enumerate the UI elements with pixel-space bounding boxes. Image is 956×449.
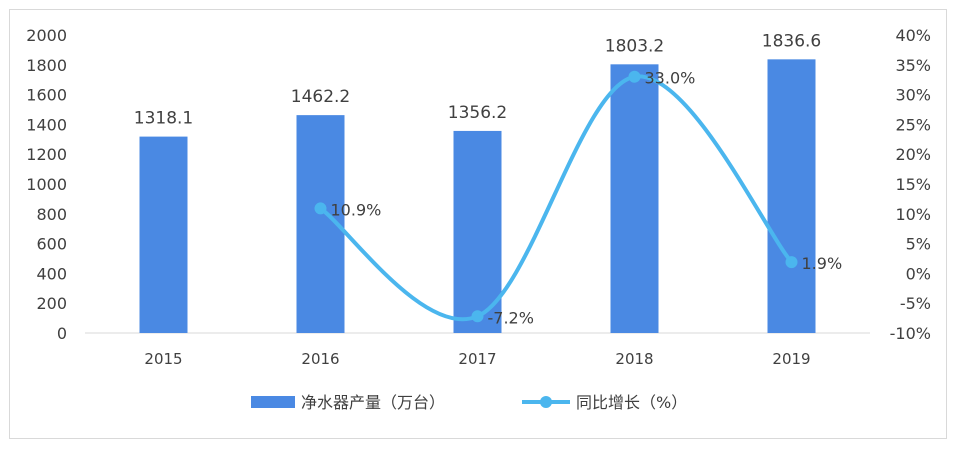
growth-line <box>318 74 794 321</box>
right-axis-tick-label: 35% <box>895 56 931 75</box>
x-axis-category-label: 2018 <box>615 350 653 368</box>
legend-bar-swatch <box>251 396 295 408</box>
right-axis-tick-label: 0% <box>906 264 931 283</box>
growth-data-label: 10.9% <box>331 200 382 219</box>
right-axis-tick-label: 25% <box>895 115 931 134</box>
bar-series <box>139 59 816 334</box>
growth-point <box>785 256 798 269</box>
bar-data-label: 1356.2 <box>448 103 507 123</box>
x-axis-category-label: 2015 <box>144 350 182 368</box>
right-axis-tick-label: 40% <box>895 26 931 45</box>
bar <box>453 130 502 333</box>
bar-data-label: 1318.1 <box>134 109 193 129</box>
growth-point <box>471 310 484 323</box>
x-axis-category-label: 2016 <box>301 350 339 368</box>
left-axis-tick-label: 1000 <box>26 175 67 194</box>
left-axis-tick-label: 800 <box>36 205 67 224</box>
bar-data-label: 1462.2 <box>291 87 350 107</box>
growth-data-label: 1.9% <box>802 254 843 273</box>
combo-chart: 0 200 400 600 800 1000 1200 1400 1600 1800 2000 -1… <box>26 26 931 412</box>
left-axis: 0 200 400 600 800 1000 1200 1400 1600 1800 2000 <box>26 26 67 343</box>
right-axis-tick-label: -10% <box>890 324 931 343</box>
legend-line-marker <box>540 396 552 408</box>
bar-data-label: 1836.6 <box>762 31 821 51</box>
legend: 净水器产量（万台） 同比增长（%） <box>251 393 687 412</box>
right-axis-tick-label: 20% <box>895 145 931 164</box>
growth-data-label: 33.0% <box>645 69 696 88</box>
right-axis: -10% -5% 0% 5% 10% 15% 20% 25% 30% 35% 40% <box>890 26 931 343</box>
right-axis-tick-label: 5% <box>906 235 931 254</box>
left-axis-tick-label: 0 <box>57 324 67 343</box>
legend-bar-label: 净水器产量（万台） <box>301 393 445 412</box>
x-axis-category-label: 2017 <box>458 350 496 368</box>
left-axis-tick-label: 1200 <box>26 145 67 164</box>
chart-frame: 0 200 400 600 800 1000 1200 1400 1600 1800 2000 -1… <box>9 9 947 439</box>
left-axis-tick-label: 400 <box>36 264 67 283</box>
x-axis-categories: 2015 2016 2017 2018 2019 <box>144 350 810 368</box>
growth-point <box>314 202 327 215</box>
left-axis-tick-label: 1400 <box>26 115 67 134</box>
left-axis-tick-label: 600 <box>36 235 67 254</box>
growth-point <box>628 70 641 83</box>
right-axis-tick-label: 15% <box>895 175 931 194</box>
left-axis-tick-label: 2000 <box>26 26 67 45</box>
bar <box>610 64 659 334</box>
line-series: 10.9% -7.2% 33.0% 1.9% <box>314 69 843 327</box>
bar <box>767 59 816 334</box>
left-axis-tick-label: 200 <box>36 294 67 313</box>
right-axis-tick-label: -5% <box>900 294 931 313</box>
bar <box>139 136 188 333</box>
x-axis-category-label: 2019 <box>772 350 810 368</box>
left-axis-tick-label: 1600 <box>26 86 67 105</box>
left-axis-tick-label: 1800 <box>26 56 67 75</box>
legend-line-label: 同比增长（%） <box>576 393 687 412</box>
right-axis-tick-label: 10% <box>895 205 931 224</box>
bar-data-label: 1803.2 <box>605 36 664 56</box>
growth-data-label: -7.2% <box>488 308 534 327</box>
right-axis-tick-label: 30% <box>895 86 931 105</box>
bar-data-labels: 1318.1 1462.2 1356.2 1803.2 1836.6 <box>134 31 821 128</box>
